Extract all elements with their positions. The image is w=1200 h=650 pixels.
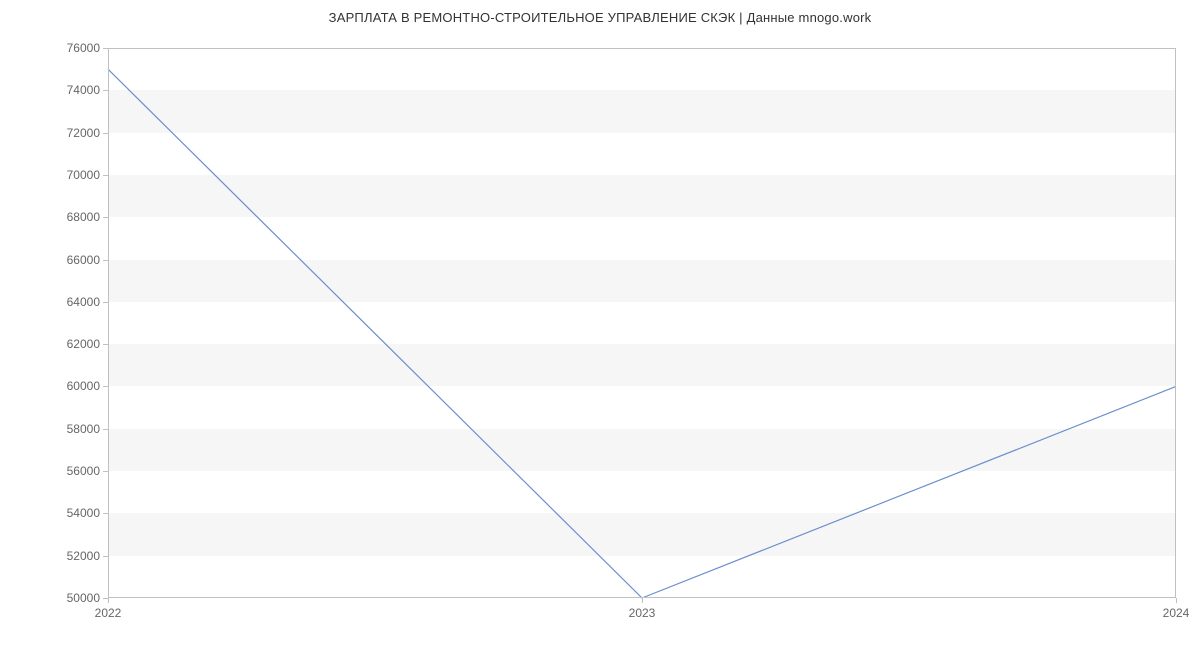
y-tick-label: 56000 xyxy=(67,464,108,478)
x-tick-label: 2022 xyxy=(95,598,122,620)
y-tick-label: 68000 xyxy=(67,210,108,224)
series-line-salary xyxy=(108,69,1176,598)
y-tick-label: 60000 xyxy=(67,379,108,393)
series-layer xyxy=(108,48,1176,598)
y-tick-label: 52000 xyxy=(67,549,108,563)
y-tick-label: 62000 xyxy=(67,337,108,351)
y-tick-label: 64000 xyxy=(67,295,108,309)
chart-title: ЗАРПЛАТА В РЕМОНТНО-СТРОИТЕЛЬНОЕ УПРАВЛЕ… xyxy=(0,10,1200,25)
salary-chart: ЗАРПЛАТА В РЕМОНТНО-СТРОИТЕЛЬНОЕ УПРАВЛЕ… xyxy=(0,0,1200,650)
y-tick-label: 58000 xyxy=(67,422,108,436)
y-tick-label: 66000 xyxy=(67,253,108,267)
y-tick-label: 76000 xyxy=(67,41,108,55)
y-tick-label: 72000 xyxy=(67,126,108,140)
x-tick-label: 2024 xyxy=(1163,598,1190,620)
y-tick-label: 74000 xyxy=(67,83,108,97)
y-tick-label: 54000 xyxy=(67,506,108,520)
x-tick-label: 2023 xyxy=(629,598,656,620)
plot-area: 5000052000540005600058000600006200064000… xyxy=(108,48,1176,598)
y-tick-label: 70000 xyxy=(67,168,108,182)
